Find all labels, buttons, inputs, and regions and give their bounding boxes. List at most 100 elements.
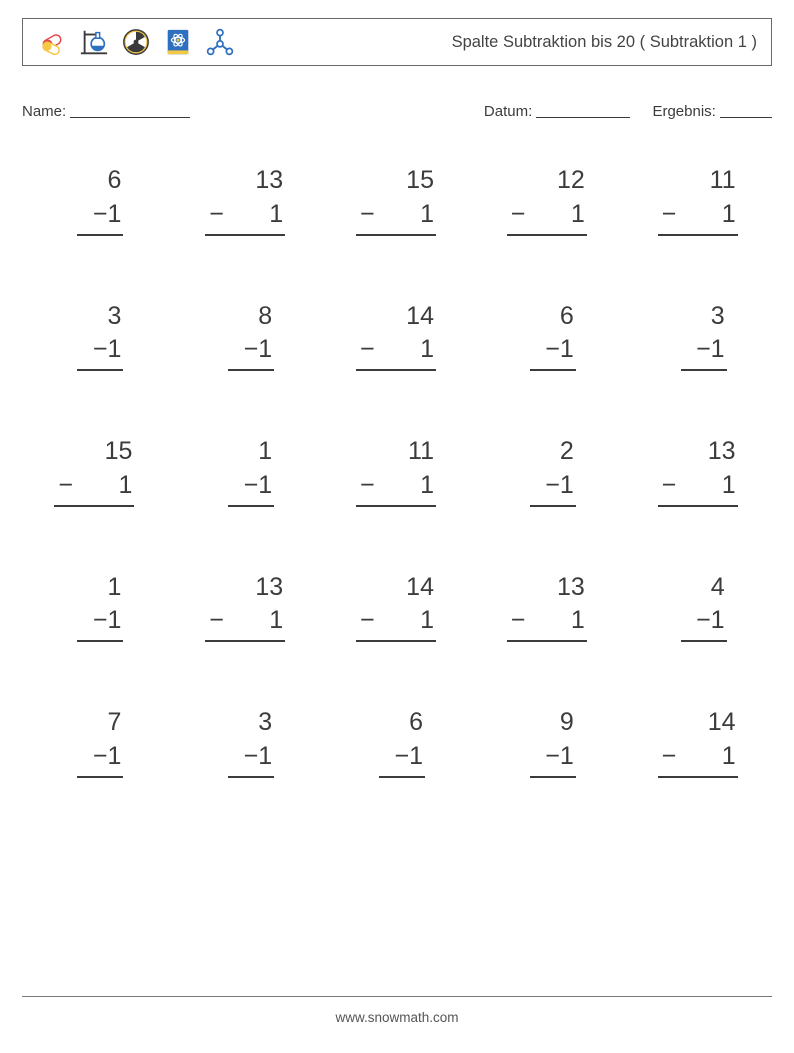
problem-cell: 13−1 (207, 164, 285, 236)
name-blank[interactable] (70, 102, 190, 118)
problem-cell: 6−1 (67, 164, 123, 236)
subtrahend: 1 (269, 604, 283, 638)
minuend: 3 (258, 706, 274, 740)
problem-cell: 1−1 (218, 435, 274, 507)
subtrahend: 1 (118, 469, 132, 503)
problem-cell: 15− 1 (56, 435, 134, 507)
subtrahend-row: −1 (228, 333, 274, 371)
problem-cell: 9−1 (520, 706, 576, 778)
date-blank[interactable] (536, 102, 630, 118)
name-field: Name: (22, 100, 190, 120)
minuend: 12 (557, 164, 587, 198)
subtrahend-row: −1 (205, 604, 285, 642)
subtrahend-row: −1 (228, 740, 274, 778)
problem-cell: 6−1 (520, 300, 576, 372)
problem-cell: 13−1 (509, 571, 587, 643)
subtrahend: 1 (420, 604, 434, 638)
problem-cell: 6−1 (369, 706, 425, 778)
minuend: 13 (557, 571, 587, 605)
subtrahend-row: −1 (681, 604, 727, 642)
subtrahend: 1 (420, 469, 434, 503)
subtrahend-row: −1 (530, 740, 576, 778)
problem-cell: 13−1 (660, 435, 738, 507)
subtrahend: 1 (420, 333, 434, 367)
minus-sign: − (205, 198, 224, 232)
subtrahend: 1 (722, 740, 736, 774)
problem-cell: 13−1 (207, 571, 285, 643)
minus-sign: − (356, 333, 375, 367)
problem-cell: 3−1 (218, 706, 274, 778)
minus-sign: − (205, 604, 224, 638)
pills-icon (37, 27, 67, 57)
minus-sign: − (658, 469, 677, 503)
minus-sign: − (507, 198, 526, 232)
subtrahend-row: −1 (356, 469, 436, 507)
minuend: 13 (708, 435, 738, 469)
minuend: 1 (107, 571, 123, 605)
minus-sign: − (356, 469, 375, 503)
worksheet-title: Spalte Subtraktion bis 20 ( Subtraktion … (452, 33, 757, 52)
subtrahend-row: −1 (77, 740, 123, 778)
radiation-icon (121, 27, 151, 57)
subtrahend-row: −1 (379, 740, 425, 778)
subtrahend: 1 (269, 198, 283, 232)
molecule-icon (205, 27, 235, 57)
problem-cell: 14−1 (358, 571, 436, 643)
minus-sign: − (658, 740, 677, 774)
subtrahend-row: −1 (356, 604, 436, 642)
minuend: 14 (708, 706, 738, 740)
subtrahend: 1 (722, 469, 736, 503)
minus-sign: − (658, 198, 677, 232)
minuend: 11 (408, 435, 436, 469)
result-blank[interactable] (720, 102, 772, 118)
subtrahend-row: −1 (658, 198, 738, 236)
minus-sign: − (356, 604, 375, 638)
subtrahend: 1 (420, 198, 434, 232)
problem-cell: 14−1 (660, 706, 738, 778)
subtrahend-row: −1 (77, 198, 123, 236)
minuend: 14 (406, 571, 436, 605)
info-row: Name: Datum: Ergebnis: (22, 100, 772, 120)
problem-cell: 7−1 (67, 706, 123, 778)
problem-cell: 2−1 (520, 435, 576, 507)
subtrahend-row: −1 (658, 740, 738, 778)
result-label: Ergebnis: (652, 103, 715, 120)
subtrahend-row: −1 (205, 198, 285, 236)
subtrahend-row: −1 (658, 469, 738, 507)
minuend: 15 (105, 435, 135, 469)
minuend: 6 (409, 706, 425, 740)
name-label: Name: (22, 103, 66, 120)
subtrahend: 1 (571, 198, 585, 232)
minuend: 4 (711, 571, 727, 605)
problem-cell: 3−1 (671, 300, 727, 372)
worksheet-page: Spalte Subtraktion bis 20 ( Subtraktion … (0, 0, 794, 1053)
subtrahend: 1 (722, 198, 736, 232)
problems-grid: 6−113−115−112−111−13−18−114−16−13−115−11… (22, 164, 772, 778)
minuend: 2 (560, 435, 576, 469)
minuend: 1 (258, 435, 274, 469)
subtrahend-row: −1 (356, 198, 436, 236)
result-field: Ergebnis: (652, 100, 772, 120)
footer-divider (22, 996, 772, 997)
problem-cell: 14−1 (358, 300, 436, 372)
subtrahend-row: −1 (681, 333, 727, 371)
date-field: Datum: (484, 100, 631, 120)
minuend: 6 (107, 164, 123, 198)
subtrahend-row: −1 (228, 469, 274, 507)
stand-flask-icon (79, 27, 109, 57)
problem-cell: 3−1 (67, 300, 123, 372)
minus-sign: − (356, 198, 375, 232)
subtrahend-row: −1 (77, 333, 123, 371)
subtrahend-row: −1 (507, 198, 587, 236)
subtrahend: 1 (571, 604, 585, 638)
minuend: 11 (710, 164, 738, 198)
date-label: Datum: (484, 103, 532, 120)
subtrahend-row: −1 (530, 333, 576, 371)
problem-cell: 4−1 (671, 571, 727, 643)
minuend: 8 (258, 300, 274, 334)
minus-sign: − (54, 469, 73, 503)
minuend: 7 (107, 706, 123, 740)
minuend: 9 (560, 706, 576, 740)
subtrahend-row: −1 (77, 604, 123, 642)
header-box: Spalte Subtraktion bis 20 ( Subtraktion … (22, 18, 772, 66)
